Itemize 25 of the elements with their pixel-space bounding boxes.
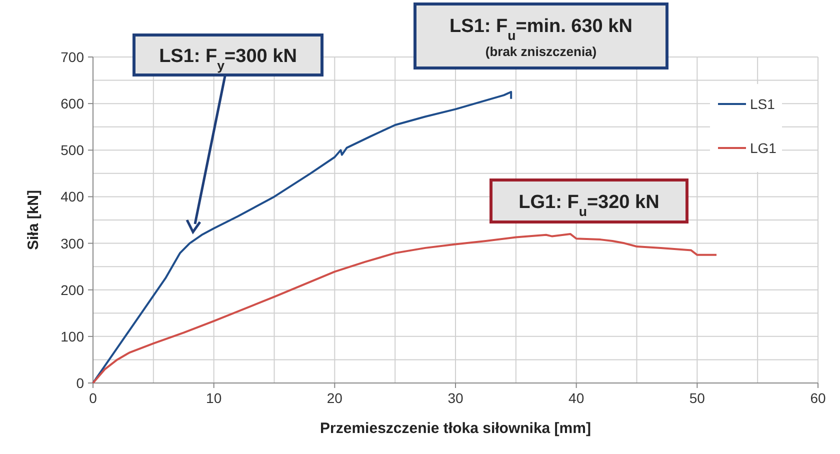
y-tick-label: 300 — [60, 235, 84, 252]
annotation: LS1: F$_{y}$=300 kN — [159, 46, 297, 72]
x-tick-label: 20 — [326, 390, 343, 406]
y-axis-title: Siła [kN] — [25, 190, 42, 250]
y-tick-label: 0 — [76, 375, 84, 391]
y-tick-label: 500 — [60, 142, 84, 158]
text: LS1: F$_{u}$=min. 630 kN — [450, 16, 632, 42]
y-tick-label: 600 — [60, 96, 84, 112]
annotation: LG1: F$_{u}$=320 kN — [518, 192, 660, 218]
x-axis-title: Przemieszczenie tłoka siłownika [mm] — [320, 420, 591, 437]
x-tick-label: 50 — [689, 390, 706, 406]
x-tick-label: 30 — [448, 390, 464, 406]
line-series — [92, 90, 512, 384]
legend-label: LS1 — [750, 96, 776, 112]
legend-label: LG1 — [750, 140, 777, 156]
x-tick-label: 10 — [206, 390, 222, 406]
x-tick-label: 40 — [568, 390, 584, 406]
y-tick-label: 200 — [60, 282, 84, 298]
line-series — [92, 232, 718, 384]
x-tick-label: 0 — [89, 390, 98, 406]
x-tick-label: 60 — [810, 390, 826, 406]
y-tick-label: 700 — [60, 49, 84, 65]
annotation: (brak zniszczenia) — [485, 44, 597, 59]
y-tick-label: 100 — [60, 328, 84, 344]
y-tick-label: 400 — [60, 188, 84, 205]
